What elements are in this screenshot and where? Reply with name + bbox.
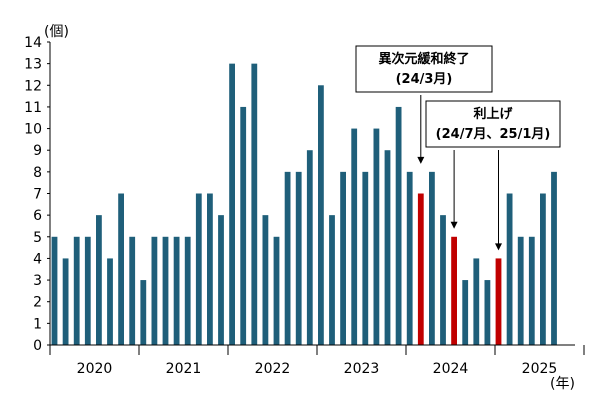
bar	[84, 236, 91, 345]
x-year-label: 2025	[522, 361, 558, 377]
x-year-label: 2023	[344, 361, 380, 377]
bar-highlight	[451, 236, 457, 345]
bar	[107, 258, 113, 345]
bar	[207, 193, 213, 345]
bar	[273, 236, 280, 345]
bar	[462, 280, 469, 345]
y-tick-label: 1	[33, 316, 42, 332]
bar	[318, 85, 324, 346]
annotation-text: (24/3月)	[396, 72, 453, 87]
x-year-label: 2021	[166, 361, 202, 377]
y-tick-label: 9	[33, 143, 42, 159]
y-tick-label: 2	[33, 295, 42, 311]
bar	[62, 258, 69, 345]
bar	[351, 128, 358, 345]
bar	[140, 280, 147, 345]
y-axis-label: (個)	[44, 24, 69, 40]
bar-highlight	[495, 258, 502, 345]
bar	[551, 171, 557, 345]
y-tick-label: 14	[24, 35, 42, 51]
annotation-box	[355, 45, 493, 93]
bar	[51, 236, 58, 345]
y-tick-label: 11	[24, 100, 42, 116]
y-tick-label: 5	[33, 230, 42, 246]
x-year-label: 2022	[255, 361, 291, 377]
x-year-label: 2024	[433, 361, 469, 377]
annotation-arrowhead	[450, 221, 458, 229]
bar	[429, 171, 435, 345]
annotation-arrowhead	[495, 243, 502, 251]
bar-highlight	[417, 193, 424, 345]
x-axis-unit: (年)	[550, 376, 575, 392]
bar	[218, 215, 224, 345]
bar	[118, 193, 124, 345]
bar	[306, 150, 313, 345]
bar	[540, 193, 546, 345]
bar	[473, 258, 480, 345]
y-tick-label: 4	[33, 251, 42, 267]
bar	[517, 236, 524, 345]
bar	[362, 171, 369, 345]
bar	[384, 150, 391, 345]
bar	[195, 193, 202, 345]
bar	[251, 63, 258, 346]
bar	[129, 236, 136, 345]
bar	[262, 215, 269, 345]
annotation-arrowhead	[417, 156, 425, 164]
bar	[240, 106, 247, 345]
bar	[229, 63, 235, 346]
y-tick-label: 10	[24, 122, 42, 138]
bar	[96, 215, 102, 345]
bar	[173, 236, 180, 345]
bar	[151, 236, 158, 345]
bar	[506, 193, 513, 345]
annotation-box	[425, 100, 561, 148]
bar	[340, 171, 346, 345]
bar	[440, 215, 446, 345]
x-year-label: 2020	[77, 361, 113, 377]
y-tick-label: 3	[33, 273, 42, 289]
annotation-text: 利上げ	[473, 106, 513, 122]
bar	[73, 236, 80, 345]
annotation-text: 異次元緩和終了	[378, 51, 469, 67]
bar	[162, 236, 169, 345]
bar	[395, 106, 402, 345]
y-tick-label: 0	[33, 338, 42, 354]
bar	[484, 280, 491, 345]
y-tick-label: 13	[24, 57, 42, 73]
bar	[184, 236, 191, 345]
bar	[284, 171, 291, 345]
bar	[329, 215, 335, 345]
y-tick-label: 6	[33, 208, 42, 224]
bar	[373, 128, 380, 345]
y-tick-label: 7	[33, 187, 42, 203]
y-tick-label: 8	[33, 165, 42, 181]
bar	[528, 236, 535, 345]
y-tick-label: 12	[24, 78, 42, 94]
annotation-text: (24/7月、25/1月)	[436, 127, 551, 142]
bar	[406, 171, 413, 345]
bar	[295, 171, 302, 345]
